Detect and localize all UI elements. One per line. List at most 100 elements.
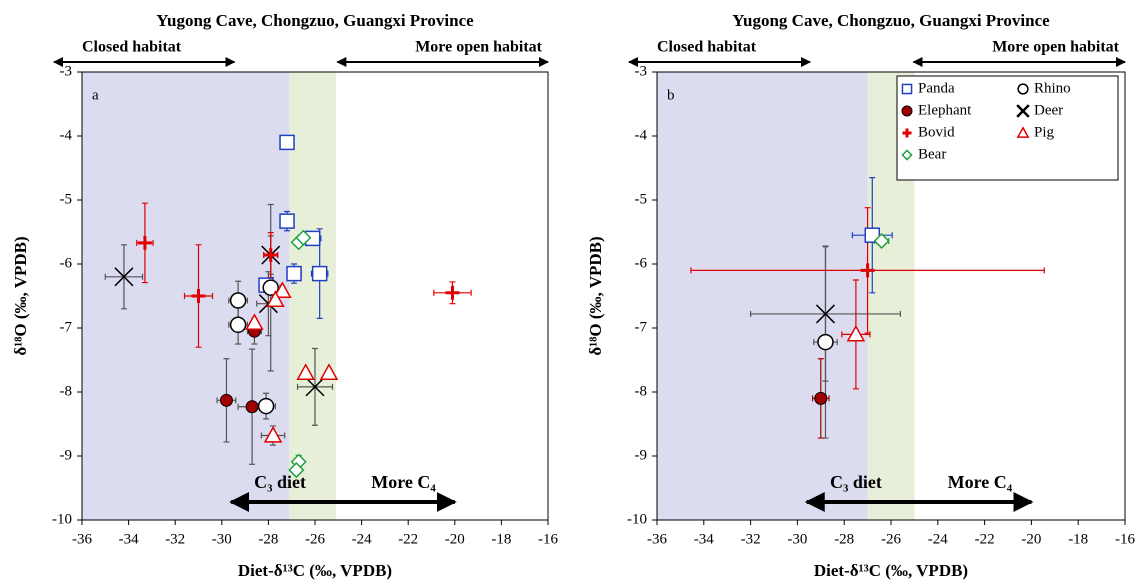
shaded-region [289, 72, 336, 520]
x-tick-label: -26 [305, 531, 325, 547]
legend-label: Elephant [918, 102, 972, 118]
marker [137, 235, 152, 250]
x-tick-label: -30 [787, 531, 807, 547]
annotation: C₃ diet [254, 472, 306, 492]
marker [311, 265, 328, 282]
panel: -36 -34 -32 -30 -28 -26 -24 -22 -20 -18 -16 -10 -9 -8… [11, 11, 559, 580]
legend-box [896, 75, 1119, 181]
y-tick-label: -6 [60, 255, 73, 271]
marker [279, 213, 295, 229]
y-tick-label: -7 [60, 319, 73, 335]
y-tick-label: -7 [635, 319, 648, 335]
y-axis-label: δ¹⁸O (‰, VPDB) [11, 236, 30, 355]
marker [262, 279, 279, 296]
chart-title: Yugong Cave, Chongzuo, Guangxi Province [732, 11, 1050, 30]
marker [257, 397, 275, 415]
marker [1016, 126, 1030, 138]
chart-title: Yugong Cave, Chongzuo, Guangxi Province [156, 11, 474, 30]
marker [286, 265, 302, 282]
y-tick-label: -5 [635, 191, 648, 207]
y-tick-label: -4 [635, 127, 648, 143]
x-tick-label: -22 [975, 531, 995, 547]
legend-label: Bear [918, 146, 946, 162]
y-tick-label: -4 [60, 127, 73, 143]
marker [902, 128, 912, 138]
marker [114, 267, 134, 287]
marker [263, 425, 283, 443]
y-tick-label: -9 [635, 447, 648, 463]
marker [817, 333, 834, 351]
marker [245, 313, 264, 331]
y-tick-label: -3 [635, 63, 648, 79]
marker [219, 393, 233, 407]
x-tick-label: -20 [1021, 531, 1041, 547]
marker [229, 316, 247, 334]
panel-label: a [92, 87, 99, 103]
annotation: Closed habitat [82, 39, 182, 56]
marker [319, 363, 339, 380]
marker [860, 263, 875, 278]
x-tick-label: -26 [881, 531, 901, 547]
y-tick-label: -3 [60, 63, 73, 79]
marker [445, 285, 460, 300]
marker [305, 377, 325, 397]
marker [1016, 104, 1030, 118]
annotation: More C₄ [948, 472, 1013, 492]
marker [814, 391, 828, 405]
marker [288, 462, 305, 479]
x-axis-label: Diet-δ¹³C (‰, VPDB) [238, 561, 392, 580]
x-tick-label: -18 [1068, 531, 1088, 547]
marker [1017, 83, 1029, 95]
marker [864, 227, 881, 243]
marker [266, 290, 285, 307]
annotation: More C₄ [371, 472, 436, 492]
x-tick-label: -18 [491, 531, 511, 547]
x-tick-label: -28 [258, 531, 278, 547]
x-tick-label: -16 [1115, 531, 1135, 547]
marker [245, 400, 259, 414]
marker [901, 149, 913, 161]
marker [191, 289, 206, 303]
marker [296, 363, 315, 380]
panel-label: b [667, 87, 675, 103]
x-tick-label: -36 [647, 531, 667, 547]
y-tick-label: -8 [635, 383, 648, 399]
y-tick-label: -9 [60, 447, 73, 463]
x-tick-label: -32 [741, 531, 761, 547]
x-tick-label: -34 [119, 531, 139, 547]
marker [263, 248, 278, 263]
y-tick-label: -6 [635, 255, 648, 271]
marker [273, 281, 292, 299]
x-tick-label: -24 [352, 531, 372, 547]
marker [295, 229, 312, 246]
y-tick-label: -10 [52, 511, 72, 527]
x-tick-label: -20 [445, 531, 465, 547]
marker [901, 105, 913, 117]
y-axis-label: δ¹⁸O (‰, VPDB) [586, 236, 605, 355]
marker [901, 83, 913, 95]
x-tick-label: -16 [538, 531, 558, 547]
y-tick-label: -5 [60, 191, 73, 207]
marker [815, 304, 836, 324]
legend-label: Panda [918, 80, 955, 96]
shaded-region [657, 72, 868, 520]
x-tick-label: -28 [834, 531, 854, 547]
annotation: More open habitat [415, 39, 542, 56]
x-tick-label: -22 [398, 531, 418, 547]
legend-label: Bovid [918, 124, 955, 140]
x-tick-label: -34 [694, 531, 714, 547]
annotation: C₃ diet [830, 472, 882, 492]
y-tick-label: -8 [60, 383, 73, 399]
marker [279, 134, 295, 151]
annotation: More open habitat [992, 39, 1119, 56]
legend-label: Rhino [1034, 80, 1071, 96]
marker [846, 324, 866, 342]
annotation: Closed habitat [657, 39, 757, 56]
x-tick-label: -32 [165, 531, 185, 547]
marker [873, 232, 890, 250]
marker [229, 292, 247, 309]
x-tick-label: -30 [212, 531, 232, 547]
x-tick-label: -24 [928, 531, 948, 547]
panel: -36 -34 -32 -30 -28 -26 -24 -22 -20 -18 -16 -10 -9 -8… [586, 11, 1136, 580]
